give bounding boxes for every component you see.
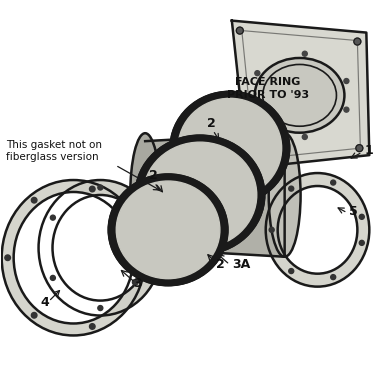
Circle shape (145, 215, 150, 220)
Text: This gasket not on: This gasket not on (6, 140, 102, 150)
Ellipse shape (137, 144, 253, 252)
Circle shape (31, 312, 37, 318)
Ellipse shape (178, 99, 282, 198)
Circle shape (289, 186, 294, 191)
Text: 1: 1 (364, 144, 373, 157)
Circle shape (89, 186, 95, 192)
Circle shape (359, 240, 364, 246)
Polygon shape (232, 21, 369, 168)
Circle shape (31, 197, 37, 203)
Text: 5: 5 (349, 205, 358, 218)
Circle shape (172, 212, 178, 218)
Circle shape (51, 276, 55, 280)
Ellipse shape (2, 180, 145, 335)
Circle shape (182, 187, 188, 193)
Ellipse shape (14, 192, 133, 323)
Polygon shape (138, 155, 192, 228)
Ellipse shape (38, 180, 162, 315)
Circle shape (251, 155, 258, 162)
Ellipse shape (116, 181, 220, 279)
Circle shape (331, 274, 336, 280)
Circle shape (145, 276, 150, 280)
Circle shape (344, 79, 349, 83)
Circle shape (98, 306, 103, 311)
Circle shape (152, 175, 158, 181)
Circle shape (344, 107, 349, 112)
Circle shape (359, 214, 364, 219)
Text: fiberglass version: fiberglass version (6, 152, 98, 162)
Ellipse shape (143, 142, 257, 248)
Circle shape (152, 217, 158, 223)
Text: PRIOR TO '93: PRIOR TO '93 (227, 90, 309, 100)
Ellipse shape (52, 195, 148, 300)
Circle shape (255, 71, 260, 76)
Circle shape (5, 255, 11, 261)
Text: 2: 2 (149, 169, 158, 182)
Circle shape (302, 51, 307, 56)
Ellipse shape (108, 174, 228, 286)
Circle shape (289, 268, 294, 274)
Circle shape (354, 38, 361, 45)
Circle shape (89, 324, 95, 329)
Ellipse shape (170, 91, 290, 205)
Ellipse shape (269, 133, 300, 257)
Ellipse shape (278, 186, 357, 274)
Text: 3A: 3A (232, 258, 250, 271)
Circle shape (132, 230, 138, 236)
Circle shape (331, 180, 336, 185)
Polygon shape (145, 133, 285, 257)
Circle shape (356, 145, 363, 152)
Circle shape (302, 135, 307, 139)
Circle shape (172, 165, 178, 171)
Text: 3: 3 (133, 277, 141, 290)
Circle shape (236, 27, 243, 34)
Text: 2: 2 (207, 117, 215, 130)
Circle shape (51, 215, 55, 220)
Text: FACE RING: FACE RING (235, 77, 300, 87)
Circle shape (98, 185, 103, 190)
Circle shape (132, 279, 138, 285)
Ellipse shape (266, 173, 369, 287)
Circle shape (255, 115, 260, 120)
Ellipse shape (135, 135, 265, 255)
Ellipse shape (130, 133, 160, 257)
Text: 2: 2 (216, 258, 224, 271)
Ellipse shape (255, 58, 345, 133)
Circle shape (269, 227, 274, 232)
Text: 4: 4 (40, 296, 49, 309)
